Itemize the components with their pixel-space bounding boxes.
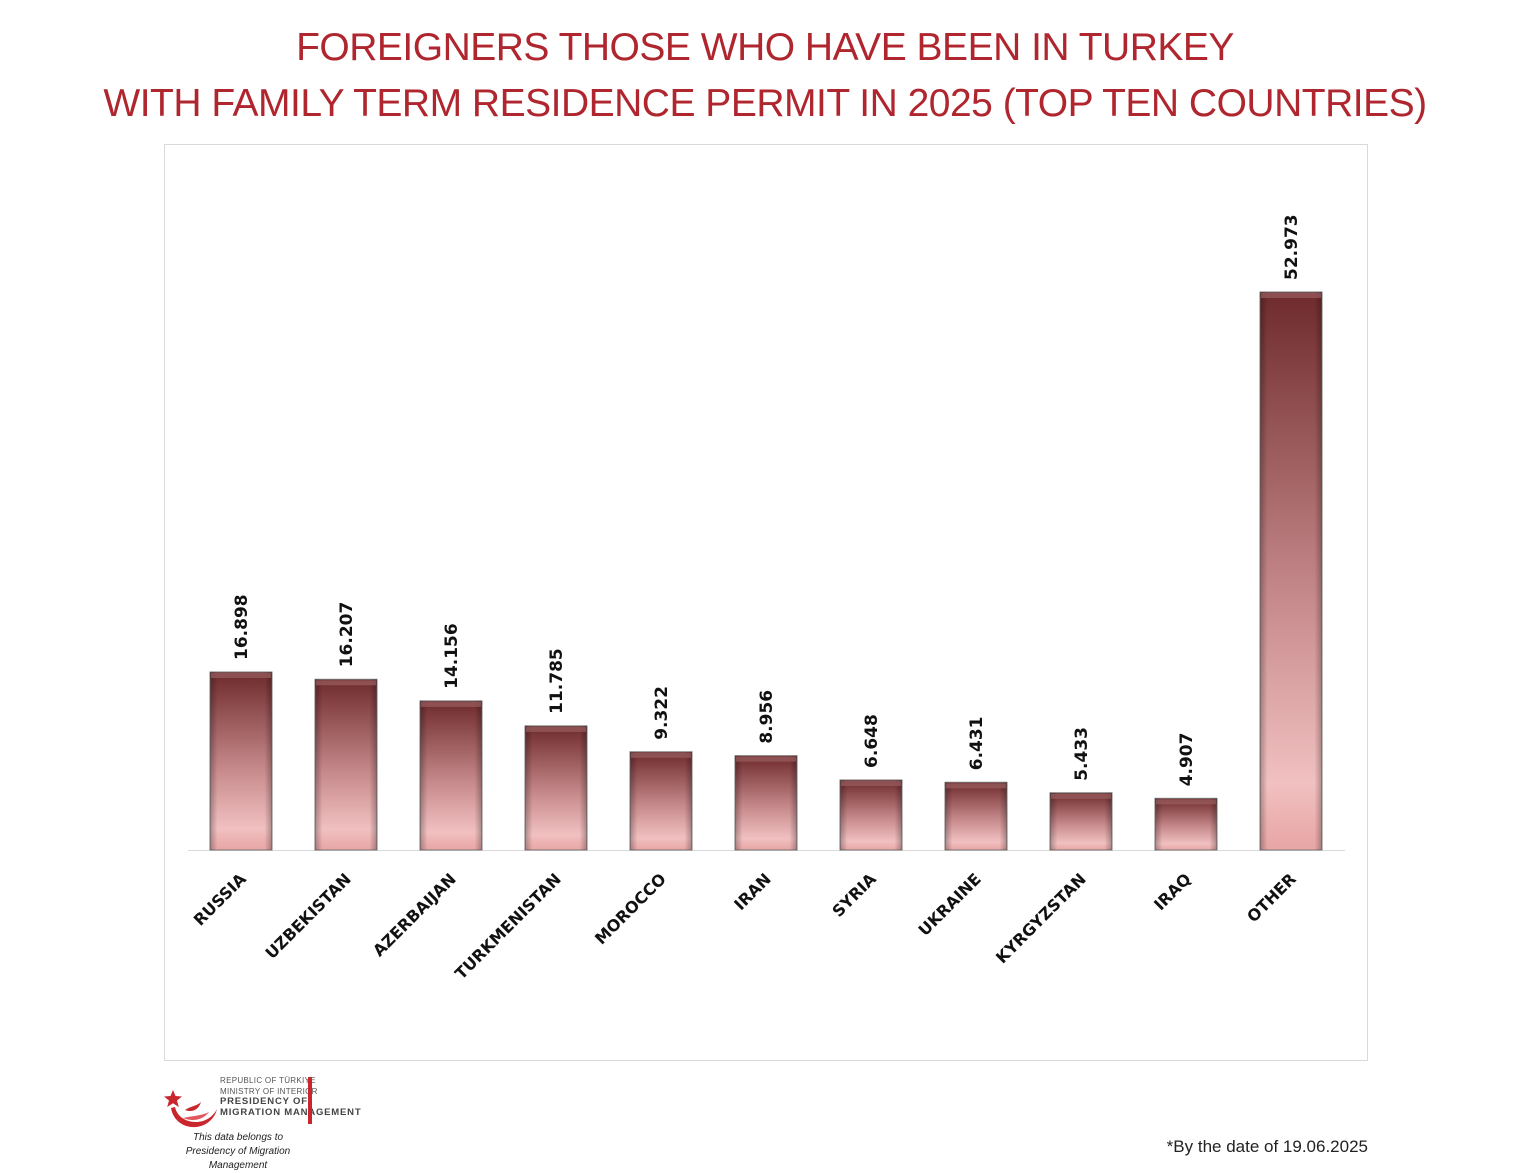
bar-cap-ukraine xyxy=(946,783,1006,789)
org-line-ministry: MINISTRY OF INTERIOR xyxy=(220,1086,318,1096)
bar-shade-other xyxy=(1260,292,1322,850)
bar-other xyxy=(1259,291,1323,851)
bar-cap-iran xyxy=(736,756,796,762)
bar-shade-syria xyxy=(840,779,902,850)
data-ownership-note: This data belongs to Presidency of Migra… xyxy=(163,1131,313,1173)
value-label-morocco: 9.322 xyxy=(652,686,672,740)
category-label-iraq: IRAQ xyxy=(1150,869,1195,914)
value-label-azerbaijan: 14.156 xyxy=(442,623,462,689)
logo-accent-bar xyxy=(308,1077,312,1124)
category-label-azerbaijan: AZERBAIJAN xyxy=(369,869,460,960)
bar-cap-russia xyxy=(211,673,271,679)
chart-frame: 16.898 16.207 14.156 11.785 9.322 8.956 6.648 6… xyxy=(164,144,1368,1061)
bar-cap-uzbekistan xyxy=(316,680,376,686)
date-note: *By the date of 19.06.2025 xyxy=(1166,1137,1368,1156)
value-label-syria: 6.648 xyxy=(862,714,882,768)
bar-russia xyxy=(209,671,273,851)
category-label-russia: RUSSIA xyxy=(190,869,251,930)
category-label-kyrgyzstan: KYRGYZSTAN xyxy=(992,869,1090,967)
category-label-syria: SYRIA xyxy=(828,869,880,921)
bar-shade-uzbekistan xyxy=(315,679,377,850)
bar-azerbaijan xyxy=(419,700,483,851)
category-label-turkmenistan: TURKMENISTAN xyxy=(451,869,565,983)
bar-ukraine xyxy=(944,781,1008,851)
bar-cap-morocco xyxy=(631,752,691,758)
value-label-iraq: 4.907 xyxy=(1177,733,1197,787)
bar-morocco xyxy=(629,751,693,851)
bar-iran xyxy=(734,755,798,851)
org-line-republic: REPUBLIC OF TÜRKIYE xyxy=(220,1076,316,1085)
bar-shade-azerbaijan xyxy=(420,700,482,850)
category-label-other: OTHER xyxy=(1243,869,1300,926)
value-labels-layer: 16.898 16.207 14.156 11.785 9.322 8.956 6.648 6… xyxy=(232,214,1302,786)
value-label-iran: 8.956 xyxy=(757,690,777,744)
bar-cap-other xyxy=(1261,293,1321,298)
bar-cap-kyrgyzstan xyxy=(1051,793,1111,799)
bar-shade-iran xyxy=(735,755,797,850)
org-line-presidency: PRESIDENCY OF xyxy=(220,1096,308,1107)
category-label-uzbekistan: UZBEKISTAN xyxy=(261,869,354,962)
bar-cap-azerbaijan xyxy=(421,701,481,707)
value-label-russia: 16.898 xyxy=(232,594,252,660)
bar-cap-syria xyxy=(841,780,901,786)
bar-iraq xyxy=(1154,797,1218,851)
belongs-line-2: Presidency of Migration Management xyxy=(185,1146,291,1171)
crescent-star-logo-icon xyxy=(164,1090,217,1128)
bar-turkmenistan xyxy=(524,725,588,851)
value-label-ukraine: 6.431 xyxy=(967,716,987,770)
bar-shade-russia xyxy=(210,672,272,850)
category-label-iran: IRAN xyxy=(730,869,775,914)
bar-shade-iraq xyxy=(1155,798,1217,850)
value-label-other: 52.973 xyxy=(1282,214,1302,280)
bar-cap-iraq xyxy=(1156,799,1216,805)
bar-shade-turkmenistan xyxy=(525,725,587,850)
bar-kyrgyzstan xyxy=(1049,792,1113,851)
bar-cap-turkmenistan xyxy=(526,726,586,732)
presidency-logo xyxy=(163,1076,323,1166)
value-label-kyrgyzstan: 5.433 xyxy=(1072,727,1092,781)
bar-shade-kyrgyzstan xyxy=(1050,792,1112,850)
chart-title: FOREIGNERS THOSE WHO HAVE BEEN IN TURKEY… xyxy=(0,20,1530,132)
category-label-morocco: MOROCCO xyxy=(591,869,670,948)
value-label-uzbekistan: 16.207 xyxy=(337,602,357,668)
org-line-migration: MIGRATION MANAGEMENT xyxy=(220,1106,362,1118)
organization-name: REPUBLIC OF TÜRKIYE MINISTRY OF INTERIOR… xyxy=(220,1076,361,1118)
bar-chart: 16.898 16.207 14.156 11.785 9.322 8.956 6.648 6… xyxy=(188,214,1345,983)
bar-syria xyxy=(839,779,903,851)
chart-title-line-2: WITH FAMILY TERM RESIDENCE PERMIT IN 202… xyxy=(103,82,1427,125)
bar-uzbekistan xyxy=(314,678,378,851)
bar-shade-ukraine xyxy=(945,782,1007,850)
bar-shade-morocco xyxy=(630,751,692,850)
belongs-line-1: This data belongs to xyxy=(192,1132,284,1143)
chart-title-line-1: FOREIGNERS THOSE WHO HAVE BEEN IN TURKEY xyxy=(296,26,1234,69)
category-label-ukraine: UKRAINE xyxy=(915,869,985,939)
value-label-turkmenistan: 11.785 xyxy=(547,648,567,714)
bars-layer xyxy=(209,291,1323,851)
